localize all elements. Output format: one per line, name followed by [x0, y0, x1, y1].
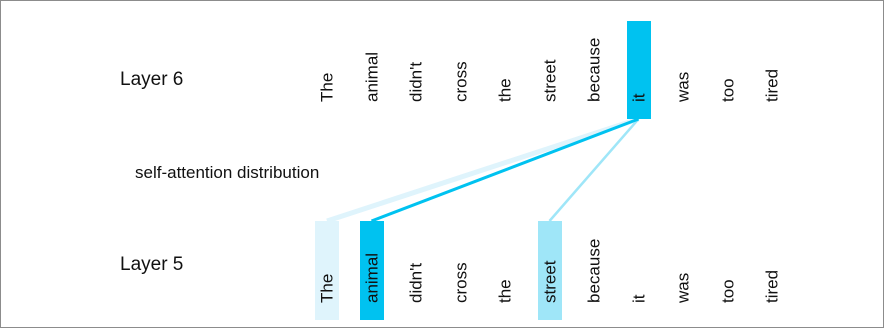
bottom-token-4: the	[493, 221, 517, 320]
top-token-label: the	[495, 78, 515, 102]
bottom-token-label: was	[673, 272, 693, 303]
top-token-2: didn't	[404, 21, 428, 119]
top-token-label: too	[718, 78, 737, 102]
bottom-token-label: street	[540, 260, 559, 303]
attention-line-medium	[548, 118, 640, 222]
top-token-0: The	[315, 21, 339, 119]
bottom-token-9: too	[716, 221, 740, 320]
bottom-token-5: street	[537, 221, 562, 320]
top-token-5: street	[538, 21, 562, 119]
bottom-token-label: cross	[451, 262, 470, 303]
top-token-label: it	[629, 93, 648, 103]
bottom-token-1: animal	[359, 221, 384, 320]
bottom-token-8: was	[671, 221, 695, 320]
bottom-token-label: tired	[762, 269, 782, 303]
bottom-token-label: it	[629, 294, 648, 304]
bottom-layer-label: Layer 5	[120, 254, 184, 275]
top-token-label: was	[673, 71, 693, 102]
top-token-label: animal	[362, 51, 381, 102]
top-token-label: cross	[451, 61, 470, 102]
top-token-label: tired	[762, 68, 782, 102]
bottom-token-0: The	[315, 221, 339, 320]
top-token-1: animal	[360, 21, 384, 119]
bottom-token-label: the	[495, 279, 515, 303]
top-token-label: The	[317, 72, 337, 102]
bottom-token-label: because	[584, 238, 604, 303]
top-token-label: didn't	[406, 61, 426, 102]
top-token-7: it	[626, 21, 651, 119]
top-token-label: because	[584, 37, 604, 102]
bottom-token-label: didn't	[406, 262, 426, 303]
attention-line-strong	[370, 117, 640, 223]
top-token-9: too	[716, 21, 740, 119]
top-token-4: the	[493, 21, 517, 119]
bottom-token-label: animal	[362, 252, 381, 303]
top-token-10: tired	[760, 21, 784, 119]
bottom-token-3: cross	[449, 221, 473, 320]
bottom-token-label: too	[718, 279, 737, 303]
bottom-token-7: it	[627, 221, 651, 320]
attention-line-weak	[326, 116, 640, 224]
bottom-token-6: because	[582, 221, 606, 320]
attention-caption: self-attention distribution	[135, 163, 320, 182]
top-token-3: cross	[449, 21, 473, 119]
top-token-8: was	[671, 21, 695, 119]
bottom-token-label: The	[317, 273, 337, 303]
bottom-token-10: tired	[760, 221, 784, 320]
top-token-6: because	[582, 21, 606, 119]
top-token-label: street	[540, 59, 559, 102]
bottom-token-2: didn't	[404, 221, 428, 320]
top-layer-label: Layer 6	[120, 69, 184, 90]
